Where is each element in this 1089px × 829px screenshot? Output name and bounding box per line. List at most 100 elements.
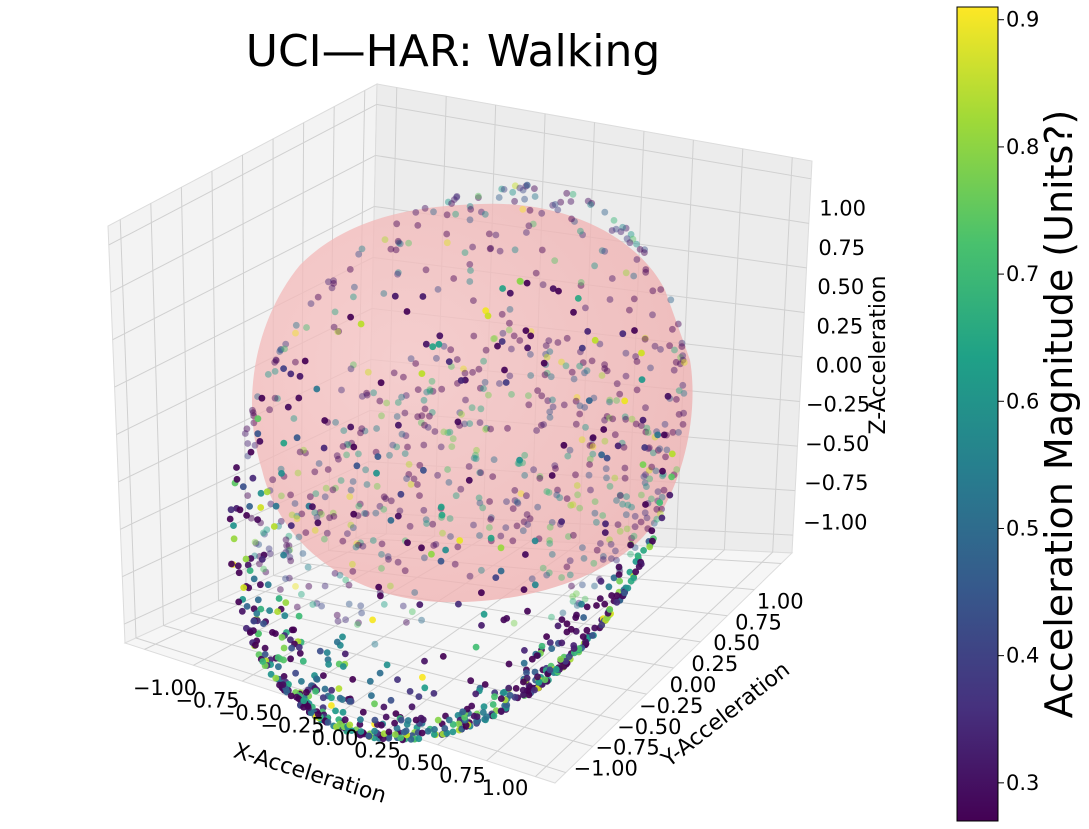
data-point [642,428,650,436]
data-point [466,216,474,224]
data-point [468,404,476,412]
data-point [347,313,354,321]
data-point [376,502,384,510]
y-tick-labels: −1.00−0.75−0.50−0.250.000.250.500.751.00 [574,589,804,780]
data-point [446,428,454,436]
data-point [316,647,324,655]
data-point [506,289,514,297]
grid-line [245,587,674,669]
data-point [466,261,474,268]
data-point [355,541,362,549]
data-point [391,719,398,727]
data-point [433,354,440,362]
data-point [277,346,284,354]
data-point [613,380,621,388]
data-point [646,543,654,551]
data-point [597,577,605,585]
data-point [528,655,536,663]
data-point [539,564,547,572]
data-point [621,397,629,405]
data-point [345,600,353,608]
data-point [288,644,295,652]
data-point [558,574,565,581]
data-point [302,449,309,457]
data-point [628,415,636,423]
data-point [288,511,296,519]
unit-sphere [251,203,693,603]
data-point [523,181,531,189]
data-point [347,423,355,431]
data-point [426,387,434,395]
x-tick-label: −1.00 [133,676,197,700]
data-point [351,283,358,291]
y-tick-label: 0.25 [691,652,738,676]
data-point [562,362,570,370]
data-point [272,357,280,364]
data-point [631,523,639,531]
data-point [252,540,260,547]
data-point [669,325,676,333]
data-point [405,461,413,468]
data-point [306,493,314,501]
data-point [598,247,606,255]
data-point [523,279,531,287]
data-point [294,469,302,477]
colorbar-tick-label: 0.4 [1006,644,1039,668]
data-point [517,490,525,497]
data-point [485,230,493,238]
data-point [325,278,332,286]
data-point [381,236,389,244]
data-point [269,476,277,484]
data-point [419,673,426,681]
x-tick-label: 0.25 [354,739,401,763]
data-point [617,228,625,236]
data-point [396,507,404,515]
data-point [491,335,498,342]
data-point [513,498,521,506]
data-point [445,479,453,486]
data-point [615,571,623,578]
data-point [506,691,514,699]
data-point [529,220,537,228]
data-point [243,425,251,433]
data-point [626,306,633,314]
data-point [400,373,407,381]
data-point [357,602,365,610]
data-point [490,712,498,720]
data-point [530,466,537,474]
data-point [393,220,401,228]
data-point [481,378,489,386]
data-point [274,654,282,661]
data-point [477,405,485,413]
data-point [357,320,365,328]
data-point [642,266,650,273]
data-point [424,424,432,431]
data-point [257,605,265,613]
data-point [593,546,601,554]
data-point [544,397,552,405]
data-point [508,345,515,353]
data-point [263,488,271,496]
data-point [312,490,320,498]
data-point [234,562,242,570]
data-point [311,527,319,534]
data-point [387,497,395,505]
data-point [254,415,262,423]
data-point [497,532,505,540]
data-point [590,559,598,567]
data-point [247,555,255,562]
data-point [613,397,620,404]
data-point [431,428,439,435]
data-point [475,494,483,502]
data-point [560,401,568,409]
data-point [247,448,255,456]
data-point [671,346,678,354]
data-point [363,389,370,397]
data-point [630,532,638,540]
data-point [534,503,542,511]
data-point [444,429,452,437]
data-point [622,269,630,277]
data-point [324,718,332,726]
data-point [314,710,322,718]
data-point [572,397,580,405]
